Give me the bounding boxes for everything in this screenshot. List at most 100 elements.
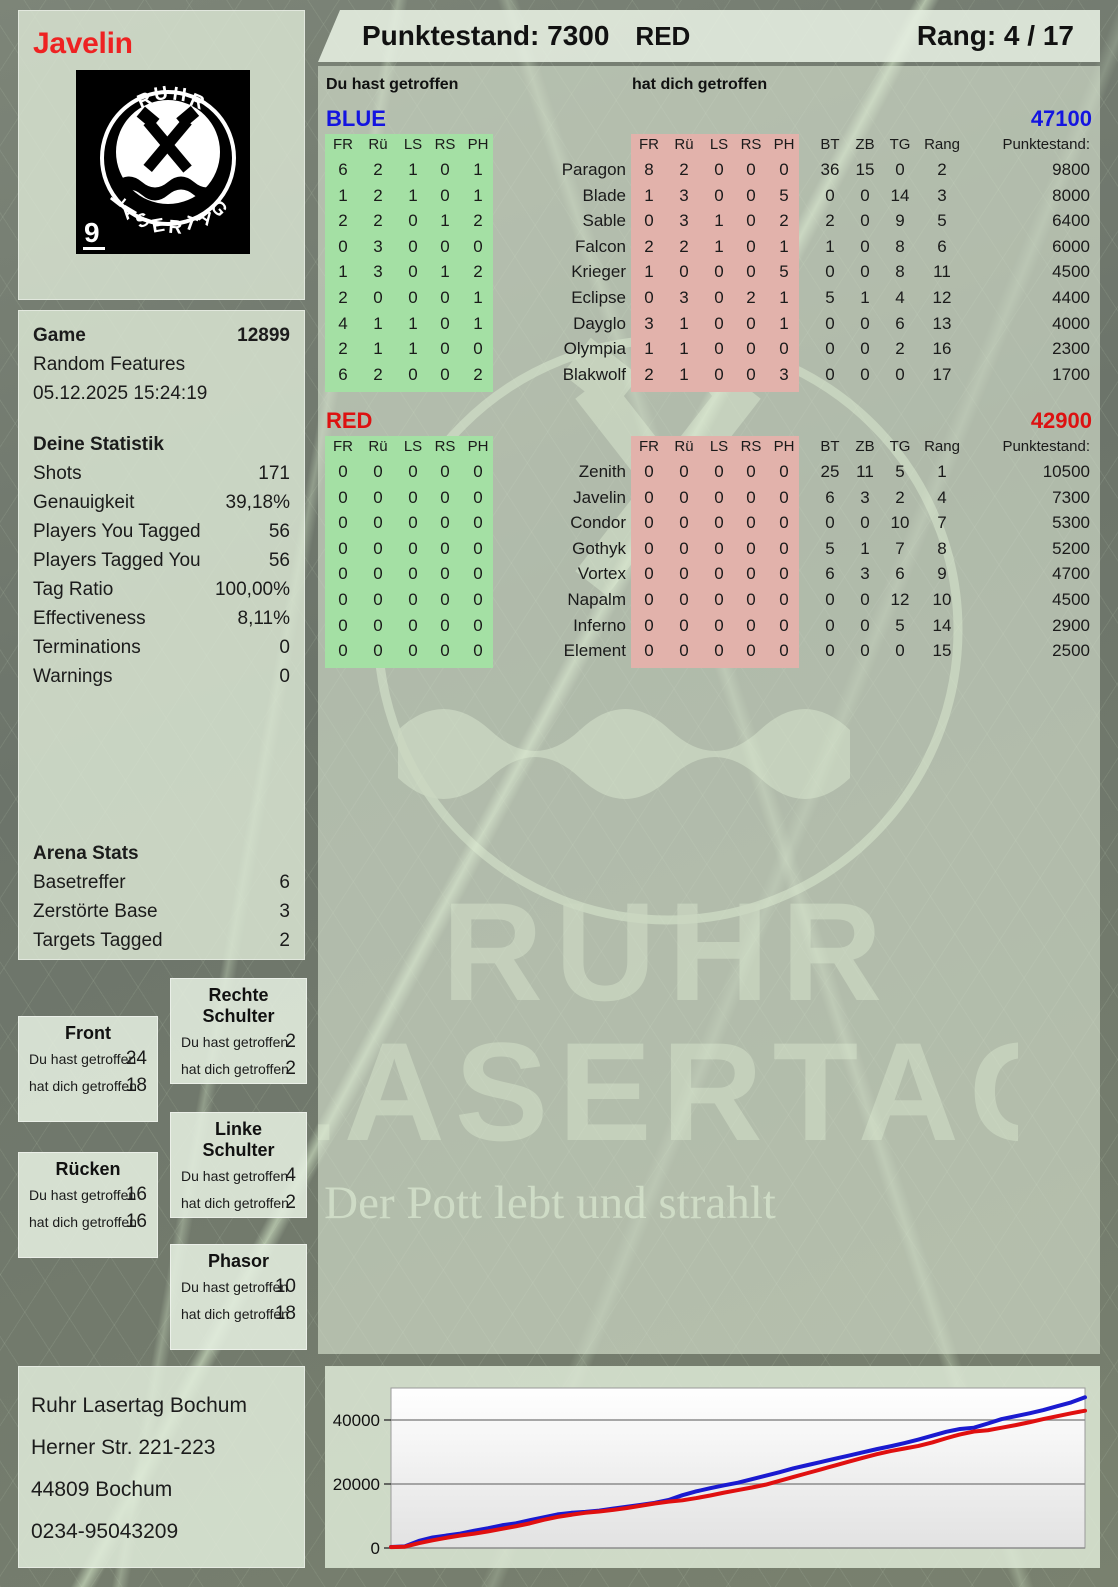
svg-text:R: R [168, 217, 184, 239]
game-datetime: 05.12.2025 15:24:19 [33, 383, 208, 404]
bodypart-title: Rechte Schulter [202, 985, 275, 1026]
table-row[interactable]: 0 3 0 0 0 Falcon 2 2 1 0 1 1 0 8 6 6000 [338, 236, 1090, 256]
svg-text:H: H [171, 84, 188, 107]
arena-stats-title: Arena Stats [33, 843, 139, 864]
table-row[interactable]: 0 0 0 0 0 Inferno 0 0 0 0 0 0 0 5 14 2900 [338, 615, 1090, 635]
bodypart-line-value: 2 [285, 1058, 296, 1079]
team-header-blue: BLUE 47100 [318, 106, 1100, 134]
bodypart-line-label: Du hast getroffen [181, 1034, 289, 1050]
stat-value: 171 [258, 463, 290, 484]
stat-row: Terminations 0 [19, 635, 304, 664]
bodypart-line-value: 10 [274, 1276, 296, 1297]
address-line: Ruhr Lasertag Bochum [31, 1394, 247, 1417]
stat-value: 0 [279, 666, 290, 687]
stat-row: Players Tagged You 56 [19, 548, 304, 577]
table-row[interactable]: 0 0 0 0 0 Gothyk 0 0 0 0 0 5 1 7 8 5200 [338, 538, 1090, 558]
stat-value: 3 [279, 901, 290, 922]
arena-stats-title-row: Arena Stats [19, 841, 304, 870]
table-row[interactable]: 0 0 0 0 0 Napalm 0 0 0 0 0 0 0 12 10 4500 [338, 589, 1090, 609]
club-logo: R U H R L A S E R T A G 9 [76, 70, 250, 254]
bodypart-you-tagged: Du hast getroffen 2 [181, 1031, 296, 1058]
stat-label: Players You Tagged [33, 521, 201, 542]
header-bar: Punktestand: 7300 RED Rang: 4 / 17 [318, 10, 1100, 62]
bodypart-tagged-you: hat dich getroffen 18 [29, 1075, 147, 1102]
team-header-red: RED 42900 [318, 408, 1100, 436]
team-block-red: RED 42900 FR Rü LS RS PH FR Rü LS RS PH BT ZB TG Rang Pu… [318, 408, 1100, 669]
score-label: Punktestand: 7300 [362, 20, 610, 51]
stat-row: Shots 171 [19, 461, 304, 490]
bodypart-title: Rücken [55, 1159, 121, 1179]
bodypart-you-tagged: Du hast getroffen 16 [29, 1184, 147, 1211]
stats-panel: Game 12899 Random Features 05.12.2025 15… [18, 310, 305, 960]
team-block-blue: BLUE 47100 FR Rü LS RS PH FR Rü LS RS PH BT ZB TG Rang P… [318, 106, 1100, 392]
stat-label: Players Tagged You [33, 550, 201, 571]
game-mode: Random Features [33, 354, 186, 375]
stat-label: Warnings [33, 666, 113, 687]
stat-row: Basetreffer 6 [19, 870, 304, 899]
bodypart-you-tagged: Du hast getroffen 4 [181, 1165, 296, 1192]
bodypart-line-label: Du hast getroffen [181, 1168, 289, 1184]
stat-label: Effectiveness [33, 608, 146, 629]
stat-value: 39,18% [225, 492, 290, 513]
your-stats-title: Deine Statistik [33, 434, 164, 455]
game-row: Game 12899 [19, 323, 304, 352]
stat-row: Effectiveness 8,11% [19, 606, 304, 635]
bodypart-line-value: 16 [125, 1211, 147, 1232]
bodypart-line-value: 18 [125, 1075, 147, 1096]
chart-ytick-label: 0 [371, 1539, 380, 1558]
address-line: 44809 Bochum [31, 1478, 173, 1501]
table-row[interactable]: 0 0 0 0 0 Element 0 0 0 0 0 0 0 0 15 2500 [338, 641, 1090, 661]
chart-series-red [389, 1408, 1087, 1550]
bodypart-line-label: hat dich getroffen [29, 1078, 137, 1094]
stat-row: Players You Tagged 56 [19, 519, 304, 548]
chart-series-blue [389, 1395, 1087, 1550]
stat-row: Tag Ratio 100,00% [19, 577, 304, 606]
table-row[interactable]: 0 0 0 0 0 Zenith 0 0 0 0 0 25 11 5 1 10500 [338, 462, 1090, 481]
score-progress-chart: 0 20000 40000 [325, 1366, 1100, 1568]
bodypart-line-label: hat dich getroffen [181, 1061, 289, 1077]
rank-label: Rang: 4 / 17 [916, 20, 1074, 51]
address-panel: Ruhr Lasertag Bochum Herner Str. 221-223 4… [18, 1366, 305, 1568]
bodypart-box-rechte-schulter: Rechte Schulter Du hast getroffen 2 hat dic… [170, 978, 307, 1084]
game-label: Game [33, 325, 86, 346]
bodypart-line-label: Du hast getroffen [29, 1051, 137, 1067]
table-row[interactable]: 4 1 1 0 1 Dayglo 3 1 0 0 1 0 0 6 13 4000 [338, 313, 1090, 333]
stat-value: 100,00% [214, 579, 290, 600]
table-row[interactable]: 0 0 0 0 0 Javelin 0 0 0 0 0 6 3 2 4 7300 [338, 487, 1090, 507]
table-row[interactable]: 2 1 1 0 0 Olympia 1 1 0 0 0 0 0 2 16 2300 [338, 339, 1090, 359]
table-row[interactable]: 6 2 1 0 1 Paragon 8 2 0 0 0 36 15 0 2 9800 [338, 160, 1090, 179]
table-row[interactable]: 6 2 0 0 2 Blakwolf 2 1 0 0 3 0 0 0 17 1700 [338, 364, 1090, 384]
bodypart-title: Phasor [207, 1251, 270, 1271]
table-captions: Du hast getroffen hat dich getroffen [318, 76, 1100, 98]
table-row[interactable]: 2 0 0 0 1 Eclipse 0 3 0 2 1 5 1 4 12 4400 [338, 287, 1090, 307]
bodypart-line-label: hat dich getroffen [181, 1195, 289, 1211]
table-row[interactable]: 0 0 0 0 0 Vortex 0 0 0 0 0 6 3 6 9 4700 [338, 564, 1090, 584]
stat-row: Targets Tagged 2 [19, 928, 304, 957]
svg-text:U: U [153, 83, 170, 106]
table-row[interactable]: 0 0 0 0 0 Condor 0 0 0 0 0 0 0 10 7 5300 [338, 513, 1090, 533]
player-nameplate: Javelin R U H R L A [18, 10, 305, 300]
bodypart-line-label: hat dich getroffen [29, 1214, 137, 1230]
stat-row: Zerstörte Base 3 [19, 899, 304, 928]
stat-row: Warnings 0 [19, 664, 304, 693]
stat-row: Genauigkeit 39,18% [19, 490, 304, 519]
game-datetime-row: 05.12.2025 15:24:19 [19, 381, 304, 410]
table-row[interactable]: 2 2 0 1 2 Sable 0 3 1 0 2 2 0 9 5 6400 [338, 211, 1090, 231]
team-name: RED [326, 408, 373, 433]
team-name: BLUE [326, 106, 386, 131]
bodypart-line-value: 16 [125, 1184, 147, 1205]
stat-label: Zerstörte Base [33, 901, 158, 922]
table-row[interactable]: 1 3 0 1 2 Krieger 1 0 0 0 5 0 0 8 11 4500 [338, 262, 1090, 282]
bodypart-line-label: Du hast getroffen [29, 1187, 137, 1203]
bodypart-tagged-you: hat dich getroffen 2 [181, 1058, 296, 1085]
bodypart-you-tagged: Du hast getroffen 24 [29, 1048, 147, 1075]
stat-label: Genauigkeit [33, 492, 135, 513]
bodypart-title: Linke Schulter [202, 1119, 275, 1160]
bodypart-line-value: 2 [285, 1031, 296, 1052]
table-row[interactable]: 1 2 1 0 1 Blade 1 3 0 0 5 0 0 14 3 8000 [338, 185, 1090, 205]
address-line: Herner Str. 221-223 [31, 1436, 216, 1459]
team-grid: FR Rü LS RS PH FR Rü LS RS PH BT ZB TG Rang Punktestan… [318, 436, 1100, 669]
table-header-row: FR Rü LS RS PH FR Rü LS RS PH BT ZB TG Rang Punktestan… [333, 438, 1090, 455]
chart-plot-area [390, 1387, 1086, 1549]
